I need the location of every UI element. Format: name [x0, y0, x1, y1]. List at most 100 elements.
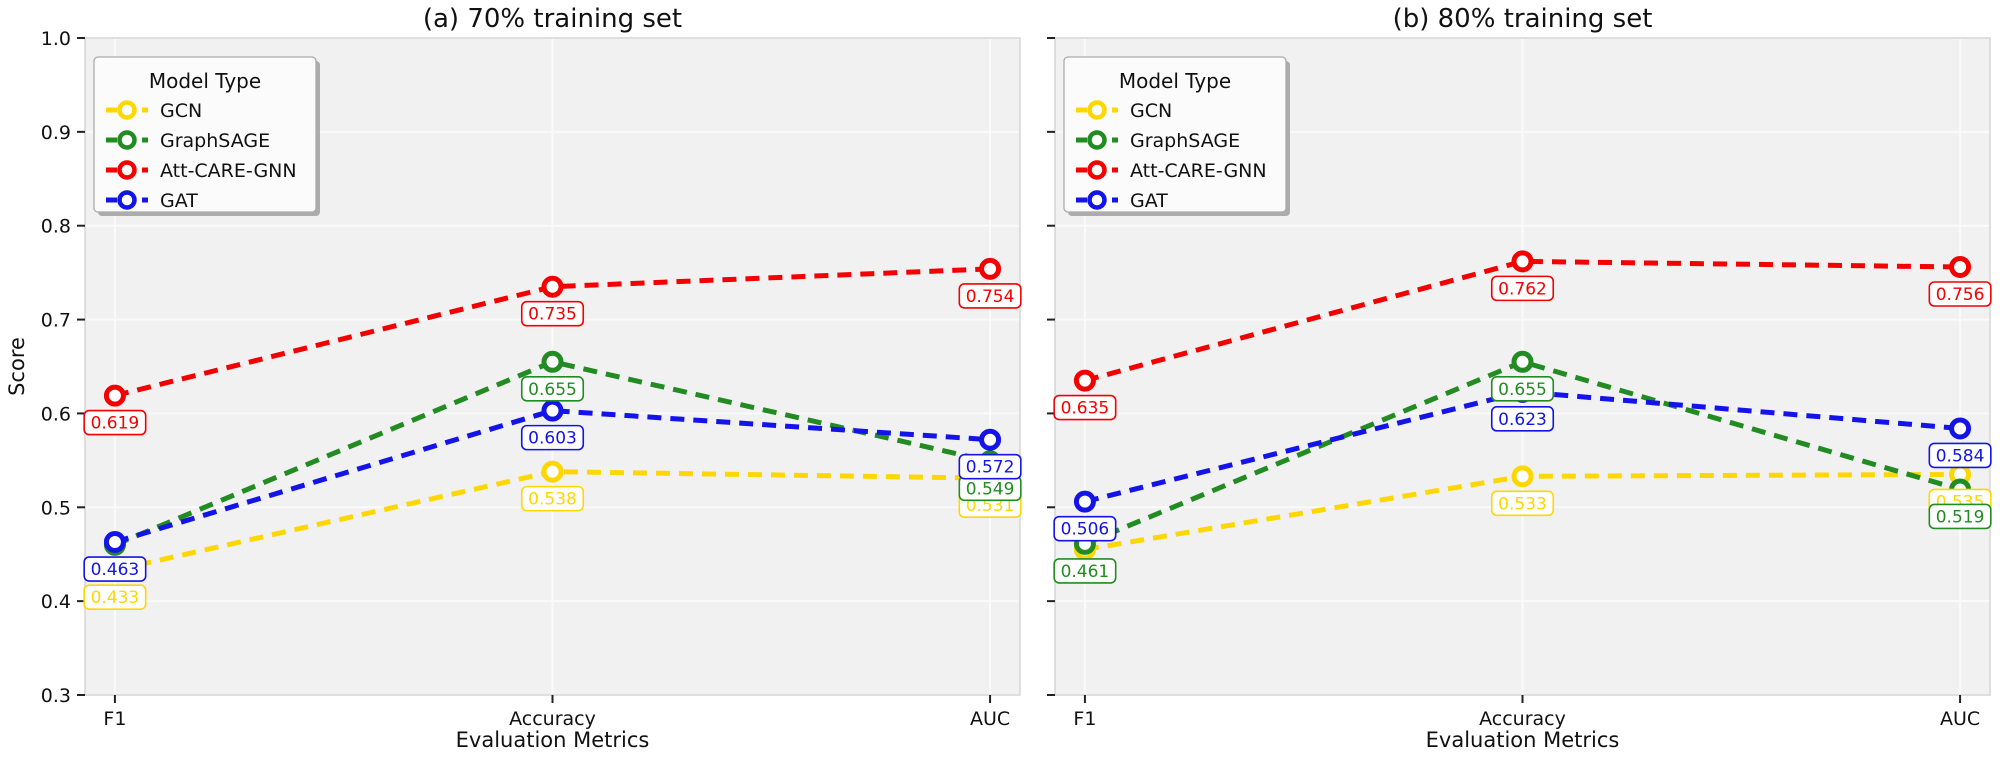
- series-line-gat: [1084, 389, 1961, 505]
- value-label-box-gat: [1490, 406, 1555, 432]
- value-label-box-att-care-gnn: [1928, 281, 1992, 307]
- value-label-box-att-care-gnn: [1490, 275, 1555, 302]
- legend-swatch-marker-gat: [1087, 190, 1107, 210]
- legend-item-label-att-care-gnn: Att-CARE-GNN: [1130, 160, 1267, 182]
- legend-title: Model Type: [149, 69, 261, 93]
- legend-item-label-gat: GAT: [1130, 190, 1168, 212]
- legend-item-label-graphsage: GraphSAGE: [160, 130, 270, 152]
- x-tick-label: F1: [103, 708, 126, 730]
- data-point-marker-gat: [1073, 490, 1096, 513]
- value-label-gat: 0.463: [91, 560, 140, 580]
- y-tick-label: 0.9: [41, 122, 71, 144]
- data-point-marker-att-care-gnn: [1949, 256, 1972, 279]
- legend-swatch-marker-gat: [117, 190, 137, 210]
- legend-swatch-marker-att-care-gnn: [1087, 160, 1107, 180]
- x-tick-label: F1: [1073, 708, 1096, 730]
- value-label-box-gat: [83, 556, 147, 582]
- legend-box: [93, 56, 317, 213]
- x-tick-label: AUC: [970, 708, 1010, 730]
- value-label-gcn: 0.533: [1498, 494, 1547, 514]
- data-point-marker-graphsage: [1511, 350, 1534, 373]
- y-axis-label: Score: [5, 337, 29, 396]
- data-point-marker-att-care-gnn: [541, 275, 564, 298]
- legend-swatch-marker-graphsage: [1087, 130, 1107, 150]
- y-tick-label: 0.5: [41, 497, 71, 519]
- value-label-att-care-gnn: 0.619: [91, 414, 140, 434]
- legend-item-label-att-care-gnn: Att-CARE-GNN: [160, 160, 297, 182]
- value-label-att-care-gnn: 0.756: [1936, 285, 1985, 305]
- legend-title: Model Type: [1119, 69, 1231, 93]
- value-label-box-gcn: [1490, 490, 1555, 517]
- legend-item-label-graphsage: GraphSAGE: [1130, 130, 1240, 152]
- y-tick-label: 0.7: [41, 310, 71, 332]
- value-label-box-graphsage: [1490, 376, 1555, 402]
- value-label-box-att-care-gnn: [520, 300, 585, 327]
- value-label-box-att-care-gnn: [83, 409, 147, 436]
- x-tick-label: Accuracy: [1479, 708, 1566, 730]
- data-point-marker-gat: [541, 399, 564, 422]
- value-label-graphsage: 0.519: [1936, 507, 1985, 527]
- value-label-box-gcn: [520, 485, 585, 512]
- value-label-gat: 0.603: [528, 429, 577, 449]
- y-tick-label: 1.0: [41, 28, 71, 50]
- y-tick-label: 0.3: [41, 685, 71, 707]
- value-label-box-att-care-gnn: [958, 283, 1022, 309]
- legend-box: [1063, 56, 1287, 213]
- value-label-box-graphsage: [520, 376, 585, 402]
- chart-title: (b) 80% training set: [1393, 4, 1653, 34]
- series-line-att-care-gnn: [1084, 258, 1961, 383]
- value-label-gat: 0.572: [966, 458, 1015, 478]
- subplot-b: F1 Accuracy AUC (b) 80% training set Evaluat…: [1047, 4, 1992, 752]
- data-point-marker-gat: [1949, 417, 1972, 440]
- value-label-box-gcn: [83, 584, 147, 610]
- value-label-graphsage: 0.461: [1061, 562, 1110, 582]
- x-tick-label: Accuracy: [509, 708, 596, 730]
- chart-title: (a) 70% training set: [423, 4, 682, 34]
- data-point-marker-att-care-gnn: [103, 384, 126, 407]
- value-label-gat: 0.623: [1498, 410, 1547, 430]
- data-point-marker-att-care-gnn: [979, 257, 1002, 280]
- value-label-graphsage: 0.655: [1498, 380, 1547, 400]
- legend-swatch-marker-att-care-gnn: [117, 160, 137, 180]
- value-label-box-gat: [1928, 442, 1992, 469]
- y-tick-label: 0.6: [41, 403, 71, 425]
- x-tick-label: AUC: [1940, 708, 1980, 730]
- legend-item-label-gcn: GCN: [160, 100, 202, 122]
- value-label-gcn: 0.531: [966, 496, 1015, 516]
- series-line-gat: [114, 408, 991, 545]
- subplot-a: 0.3 0.4 0.5 0.6 0.7 0.8 0.9 1.0 F1 Accuracy AUC (a)…: [5, 4, 1022, 752]
- data-point-marker-gcn: [1511, 465, 1534, 488]
- data-point-marker-att-care-gnn: [1073, 369, 1096, 392]
- x-axis-label: Evaluation Metrics: [1426, 728, 1620, 752]
- value-label-box-att-care-gnn: [1053, 394, 1117, 421]
- data-point-marker-gat: [103, 531, 126, 554]
- legend-item-label-gcn: GCN: [1130, 100, 1172, 122]
- value-label-att-care-gnn: 0.735: [528, 305, 577, 325]
- legend-swatch-marker-gcn: [117, 100, 137, 120]
- legend-swatch-marker-gcn: [1087, 100, 1107, 120]
- value-label-gcn: 0.538: [528, 490, 577, 510]
- value-label-att-care-gnn: 0.754: [966, 287, 1015, 307]
- value-label-box-graphsage: [1053, 558, 1117, 584]
- value-label-gat: 0.584: [1936, 446, 1985, 466]
- value-label-box-gat: [520, 424, 585, 451]
- value-label-gcn: 0.433: [91, 588, 140, 608]
- value-label-graphsage: 0.655: [528, 380, 577, 400]
- value-label-att-care-gnn: 0.762: [1498, 279, 1547, 299]
- data-point-marker-att-care-gnn: [1511, 250, 1534, 273]
- value-label-box-gat: [958, 453, 1022, 480]
- data-point-marker-graphsage: [541, 350, 564, 373]
- value-label-box-gat: [1053, 515, 1117, 542]
- y-tick-label: 0.8: [41, 216, 71, 238]
- value-label-box-graphsage: [1928, 503, 1992, 530]
- value-label-gat: 0.506: [1061, 520, 1110, 540]
- legend-swatch-marker-graphsage: [117, 130, 137, 150]
- value-label-graphsage: 0.549: [966, 479, 1015, 499]
- y-tick-label: 0.4: [41, 591, 71, 613]
- data-point-marker-gat: [979, 428, 1002, 451]
- value-label-att-care-gnn: 0.635: [1061, 399, 1110, 419]
- x-axis-label: Evaluation Metrics: [456, 728, 650, 752]
- legend-item-label-gat: GAT: [160, 190, 198, 212]
